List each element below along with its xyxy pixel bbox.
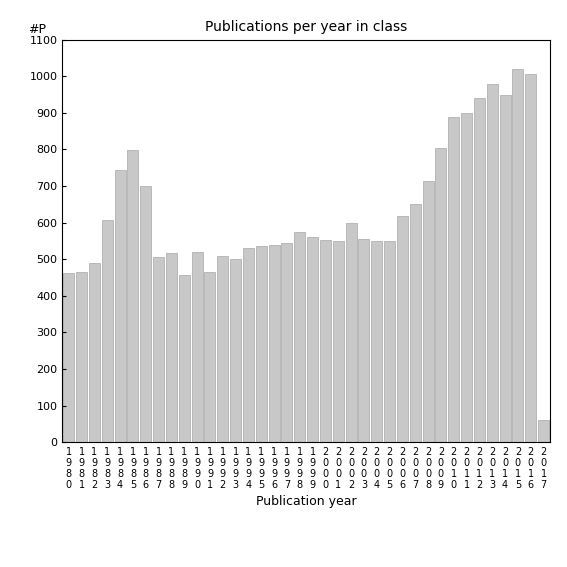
Bar xyxy=(307,238,318,442)
Bar xyxy=(500,95,510,442)
Bar xyxy=(243,248,254,442)
Bar xyxy=(346,223,357,442)
Bar xyxy=(461,113,472,442)
Bar xyxy=(371,242,382,442)
Bar xyxy=(358,239,369,442)
Bar xyxy=(192,252,202,442)
Bar xyxy=(205,272,215,442)
Bar xyxy=(166,253,177,442)
Bar xyxy=(397,216,408,442)
Bar xyxy=(525,74,536,442)
Bar xyxy=(435,147,446,442)
Bar xyxy=(269,244,280,442)
Bar xyxy=(487,83,498,442)
Bar xyxy=(128,150,138,442)
Bar xyxy=(64,273,74,442)
Bar xyxy=(179,275,190,442)
Bar xyxy=(230,259,241,442)
Bar xyxy=(294,232,305,442)
Bar xyxy=(384,241,395,442)
Bar xyxy=(474,98,485,442)
Bar xyxy=(422,181,434,442)
Bar xyxy=(410,204,421,442)
Bar xyxy=(153,257,164,442)
Bar xyxy=(320,240,331,442)
Bar xyxy=(76,272,87,442)
Text: #P: #P xyxy=(28,23,46,36)
Bar xyxy=(140,186,151,442)
Bar xyxy=(281,243,293,442)
Bar xyxy=(256,247,266,442)
X-axis label: Publication year: Publication year xyxy=(256,495,357,508)
Bar xyxy=(102,220,113,442)
Bar xyxy=(115,170,125,442)
Bar xyxy=(448,117,459,442)
Bar xyxy=(333,241,344,442)
Bar xyxy=(89,263,100,442)
Title: Publications per year in class: Publications per year in class xyxy=(205,20,407,35)
Bar xyxy=(217,256,229,442)
Bar xyxy=(513,69,523,442)
Bar xyxy=(538,420,549,442)
